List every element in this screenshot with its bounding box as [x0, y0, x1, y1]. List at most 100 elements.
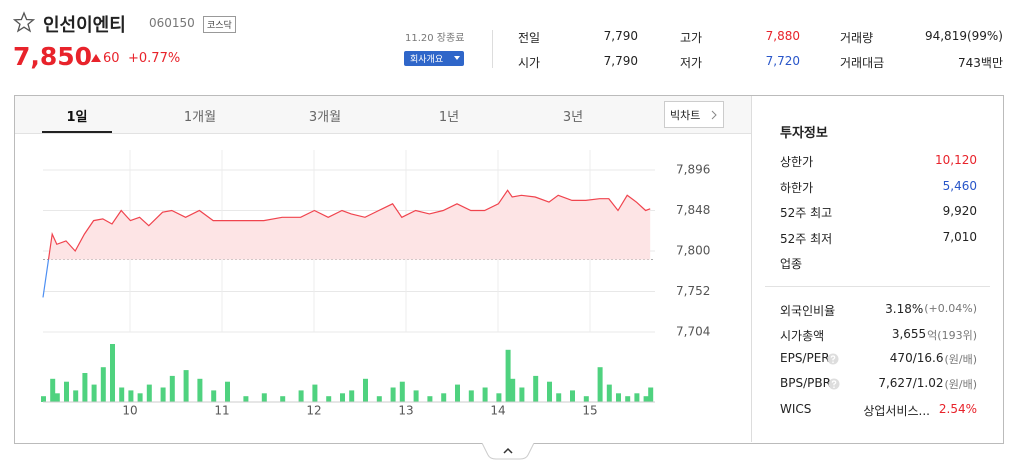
info-label: WICS: [780, 402, 812, 416]
info-value: 상업서비스...: [863, 404, 930, 418]
info-value: 3,655: [891, 327, 927, 341]
info-label: 52주 최저: [780, 232, 833, 246]
volume-bar: [547, 381, 552, 402]
x-tick-label: 10: [122, 404, 137, 418]
panel-divider: [751, 96, 752, 442]
info-value: 7,010: [942, 230, 977, 244]
volume-bar: [583, 396, 589, 402]
summary-value: 94,819(99%): [924, 29, 1003, 43]
volume-bar: [455, 384, 460, 402]
market-status: 11.20 장종료: [405, 33, 465, 44]
market-badge: 코스닥: [203, 16, 236, 33]
volume-bar: [137, 393, 143, 402]
volume-bar: [533, 375, 539, 402]
chevron: [711, 110, 717, 120]
volume-bar: [312, 384, 318, 402]
info-value: 10,120: [935, 153, 977, 167]
volume-bar: [606, 384, 612, 402]
summary-value: 7,880: [765, 29, 800, 43]
volume-bar: [648, 387, 654, 402]
volume-bar: [119, 387, 125, 402]
tab[interactable]: 1일: [66, 110, 88, 125]
info-label: 52주 최고: [780, 206, 833, 220]
help-icon[interactable]: [828, 378, 840, 390]
volume-bar: [634, 393, 640, 402]
info-value: 9,920: [942, 204, 977, 218]
volume-bar: [616, 393, 621, 402]
volume-bar: [427, 396, 433, 402]
price-area: [48, 190, 651, 260]
volume-bar: [160, 387, 166, 402]
volume-bar: [91, 384, 97, 402]
info-value: 470/16.6: [889, 351, 944, 365]
y-tick-label: 7,800: [676, 244, 710, 258]
y-tick-label: 7,752: [676, 284, 710, 298]
summary-value: 743백만: [958, 56, 1003, 70]
info-value: 3.18%: [885, 302, 924, 316]
panel-title: 투자정보: [780, 126, 828, 141]
volume-bar: [413, 390, 419, 402]
volume-bar: [280, 396, 286, 402]
info-note: (원/배): [944, 353, 977, 366]
x-tick-label: 11: [214, 404, 229, 418]
summary-value: 7,790: [603, 54, 638, 68]
big-chart-label: 빅차트: [670, 109, 701, 122]
price-change: 60: [103, 51, 120, 66]
active-tab-underline: [42, 131, 112, 133]
volume-bar: [363, 378, 368, 402]
info-note: (+0.04%): [924, 302, 977, 315]
volume-bar: [556, 393, 562, 402]
tab[interactable]: 3년: [562, 110, 584, 125]
current-price: 7,850: [13, 42, 93, 71]
company-button[interactable]: 회사개요: [404, 51, 464, 66]
volume-bar: [64, 381, 69, 402]
volume-bar: [625, 396, 631, 402]
volume-bar: [128, 390, 134, 402]
price-line: [47, 189, 651, 260]
summary-label: 저가: [680, 56, 703, 70]
volume-bar: [225, 381, 230, 402]
volume-bar: [82, 373, 88, 402]
stock-code: 060150: [149, 16, 195, 30]
volume-bar: [399, 381, 405, 402]
info-note: 억(193위): [927, 329, 977, 342]
volume-bar: [243, 396, 249, 402]
favorite-star[interactable]: [13, 11, 35, 33]
summary-value: 7,790: [603, 29, 638, 43]
volume-bar: [597, 367, 603, 402]
volume-bar: [496, 393, 502, 402]
summary-label: 시가: [518, 56, 541, 70]
info-label: 외국인비율: [780, 304, 836, 318]
tab[interactable]: 3개월: [308, 110, 342, 125]
volume-bar: [510, 378, 516, 402]
info-label: EPS/PER: [780, 351, 830, 365]
dropdown-icon: [454, 56, 460, 60]
volume-bar: [261, 393, 267, 402]
tab[interactable]: 1개월: [183, 110, 217, 125]
summary-label: 고가: [680, 31, 703, 45]
tab[interactable]: 1년: [438, 110, 460, 125]
volume-bar: [197, 378, 203, 402]
x-tick-label: 13: [398, 404, 413, 418]
info-note: (원/배): [944, 378, 977, 391]
volume-bar: [441, 393, 447, 402]
x-tick-label: 15: [582, 404, 597, 418]
volume-bar: [298, 390, 304, 402]
info-label: BPS/PBR: [780, 376, 831, 390]
volume-bar: [376, 396, 382, 402]
summary-label: 거래대금: [840, 56, 885, 70]
volume-bar: [349, 390, 355, 402]
volume-bar: [505, 349, 511, 402]
volume-bar: [54, 393, 60, 402]
volume-bar: [643, 396, 649, 402]
volume-bar: [146, 384, 152, 402]
info-value: 7,627/1.02: [878, 376, 944, 390]
big-chart-button[interactable]: 빅차트: [664, 101, 724, 128]
info-label: 시가총액: [780, 329, 825, 343]
collapse-toggle[interactable]: [482, 443, 534, 463]
volume-bar: [100, 367, 106, 402]
help-icon[interactable]: [827, 353, 839, 365]
info-divider: [765, 286, 990, 287]
volume-bar: [73, 390, 79, 402]
